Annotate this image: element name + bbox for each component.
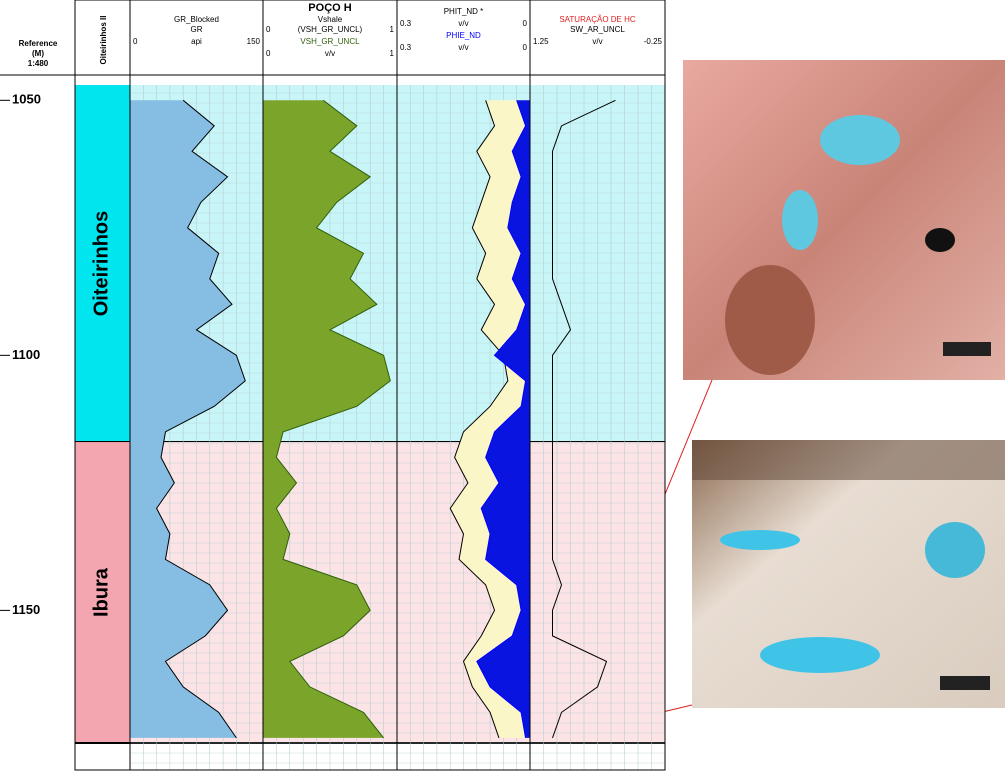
well-title: POÇO H [308, 2, 351, 14]
depth-tick-label: 1100 [12, 347, 40, 362]
scale-unit: v/v [458, 19, 468, 28]
photo-2 [692, 440, 1005, 708]
zone-label: Oiteirinhos [90, 211, 112, 317]
curve-fill [476, 100, 530, 738]
curve-name: VSH_GR_UNCL [300, 37, 360, 46]
scale-unit: api [191, 37, 202, 46]
depth-tick-label: 1150 [12, 602, 40, 617]
scale-max: 0 [523, 19, 528, 28]
scale-min: 0.3 [400, 43, 412, 52]
scale-min: 1.25 [533, 37, 549, 46]
track-frame [529, 0, 666, 771]
scale-max: 0 [523, 43, 528, 52]
scale-min: 0 [266, 25, 271, 34]
track-title: GR_Blocked [174, 15, 219, 24]
track-title: SATURAÇÃO DE HC [559, 15, 636, 24]
unit-label: (M) [32, 49, 44, 58]
track-title: Vshale [318, 15, 343, 24]
zone-band [75, 442, 130, 743]
photo-1 [683, 60, 1005, 380]
log-curve [275, 99, 391, 739]
log-curve [476, 100, 527, 738]
log-curve [552, 99, 616, 739]
reference-label: Reference [19, 39, 58, 48]
scale-min: 0.3 [400, 19, 412, 28]
scale-label: 1:480 [28, 59, 49, 68]
scale-unit: v/v [458, 43, 468, 52]
scale-max: 1 [390, 25, 395, 34]
scale-max: 1 [390, 49, 395, 58]
scale-max: 150 [247, 37, 261, 46]
legend-label: (VSH_GR_UNCL) [298, 25, 363, 34]
depth-tick-label: 1050 [12, 92, 41, 107]
scale-min: 0 [266, 49, 271, 58]
scale-max: -0.25 [644, 37, 663, 46]
zone-track-title: Oiteirinhos II [99, 16, 108, 65]
curve-name: SW_AR_UNCL [570, 25, 625, 34]
curve-name: GR [191, 25, 203, 34]
curve-fill [263, 100, 391, 738]
zone-label: Ibura [90, 567, 112, 617]
curve-name: PHIT_ND * [444, 7, 484, 16]
scale-min: 0 [133, 37, 138, 46]
log-curve [156, 99, 246, 739]
zone-track-frame [74, 0, 131, 771]
curve-name: PHIE_ND [446, 31, 481, 40]
scale-unit: v/v [592, 37, 602, 46]
scale-unit: v/v [325, 49, 335, 58]
log-curve [449, 100, 509, 739]
zone-band [75, 85, 130, 443]
